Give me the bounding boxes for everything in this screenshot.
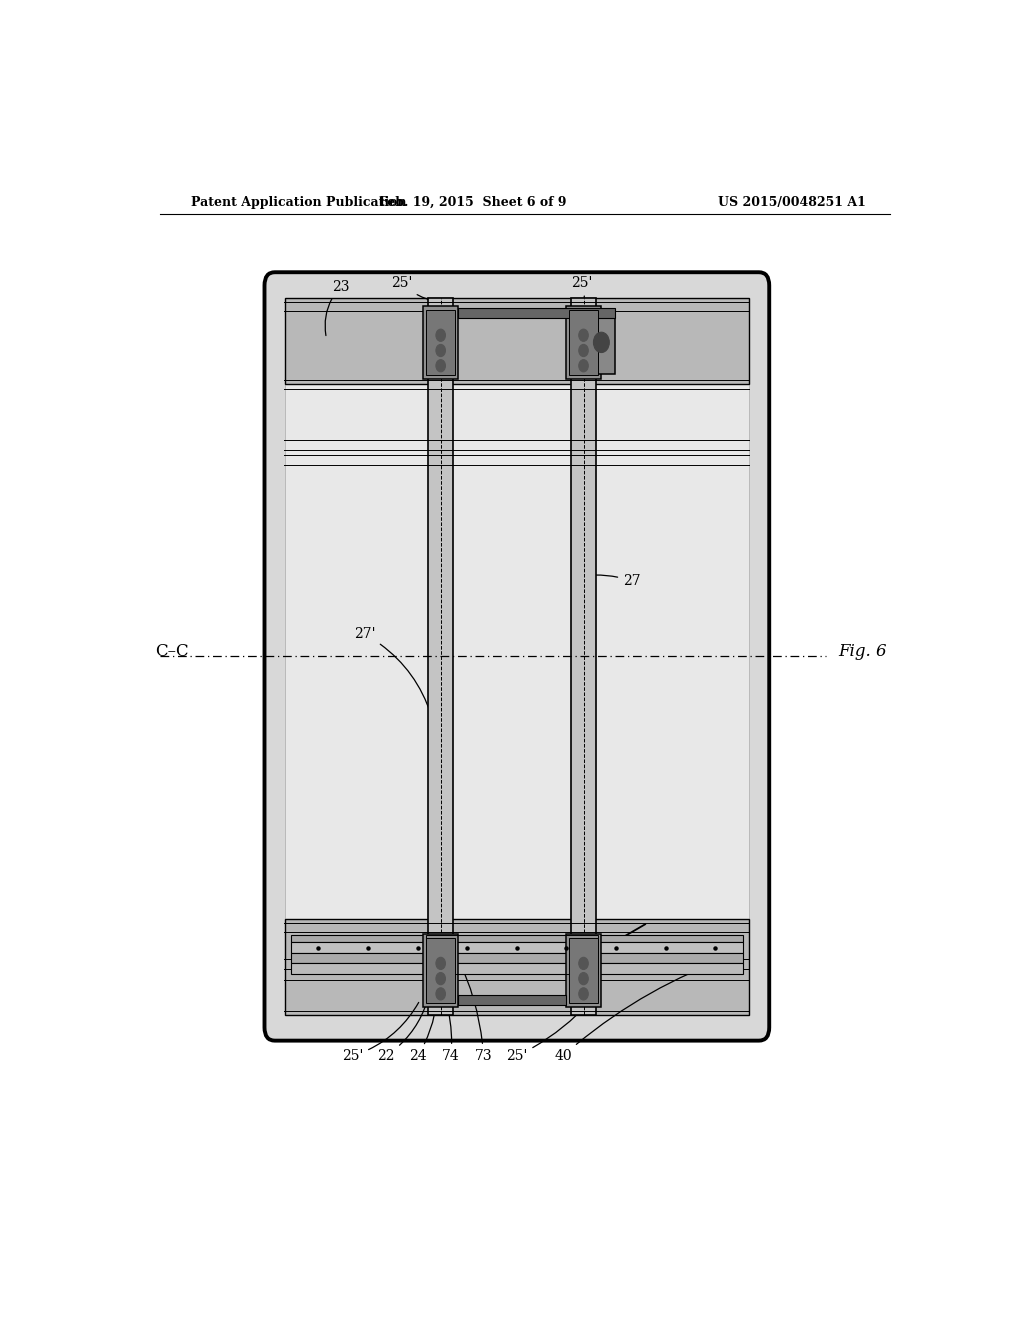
Circle shape [579,329,589,342]
Text: 23: 23 [325,280,349,335]
Bar [291,942,743,953]
Circle shape [579,973,589,985]
Text: 24: 24 [409,985,437,1063]
Text: 27': 27' [353,627,431,714]
Bar [426,310,455,375]
Circle shape [579,345,589,356]
Circle shape [436,345,445,356]
Text: Feb. 19, 2015  Sheet 6 of 9: Feb. 19, 2015 Sheet 6 of 9 [380,195,567,209]
Bar [426,939,455,1003]
Bar [285,298,749,1014]
Bar [423,306,458,379]
Text: 73: 73 [458,958,493,1063]
Text: Patent Application Publication: Patent Application Publication [191,195,407,209]
FancyBboxPatch shape [264,272,769,1040]
Circle shape [594,333,609,352]
Circle shape [436,987,445,1001]
Bar [285,919,749,1015]
Circle shape [579,987,589,1001]
Bar [588,312,615,374]
Bar [569,310,598,375]
Bar [285,297,749,384]
Text: Fig. 6: Fig. 6 [839,643,887,660]
Bar [291,964,743,974]
Bar [426,935,598,974]
Bar [291,935,743,942]
Text: 40: 40 [554,956,732,1063]
Bar [423,935,458,1007]
Circle shape [436,329,445,342]
Text: 25': 25' [391,276,438,302]
Text: 25': 25' [342,1002,419,1063]
Bar [428,297,454,1015]
Bar [566,935,601,1007]
Circle shape [436,957,445,969]
Text: 25': 25' [506,1002,590,1063]
Bar [570,297,596,1015]
Circle shape [436,973,445,985]
Bar [569,939,598,1003]
Bar [458,995,566,1005]
Bar [291,953,743,964]
Text: 74: 74 [442,999,460,1063]
Text: 22: 22 [377,994,429,1063]
Circle shape [579,957,589,969]
Text: US 2015/0048251 A1: US 2015/0048251 A1 [718,195,866,209]
Bar [458,308,615,318]
Circle shape [436,359,445,372]
Text: 25': 25' [571,276,593,300]
Circle shape [579,359,589,372]
Text: C–C: C–C [155,643,188,660]
Text: 27: 27 [595,574,641,589]
Bar [566,306,601,379]
